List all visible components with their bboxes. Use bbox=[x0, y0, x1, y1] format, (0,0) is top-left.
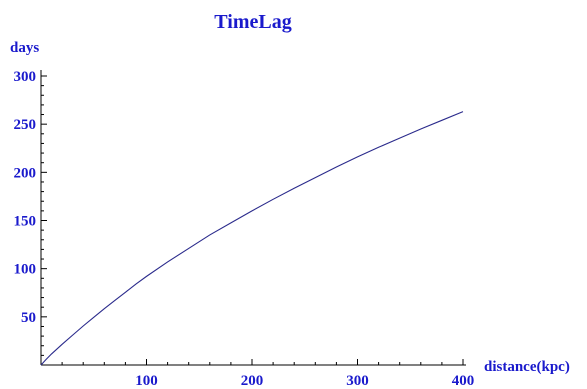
axes bbox=[40, 70, 466, 366]
chart-title: TimeLag bbox=[214, 11, 291, 33]
x-tick-label: 400 bbox=[452, 373, 475, 389]
y-tick-label: 250 bbox=[14, 117, 37, 133]
plot-area bbox=[40, 111, 464, 366]
y-tick-label: 200 bbox=[14, 165, 37, 181]
x-tick-label: 300 bbox=[346, 373, 369, 389]
series-line bbox=[40, 111, 464, 366]
tick-labels: 100 200 300 400 50 100 150 200 250 300 bbox=[14, 69, 475, 389]
y-tick-label: 50 bbox=[21, 310, 36, 326]
ticks bbox=[41, 75, 464, 365]
y-axis-label: days bbox=[10, 40, 39, 56]
x-tick-label: 200 bbox=[241, 373, 264, 389]
x-tick-label: 100 bbox=[135, 373, 158, 389]
y-tick-label: 300 bbox=[14, 69, 37, 85]
y-tick-label: 150 bbox=[14, 214, 37, 230]
y-tick-label: 100 bbox=[14, 262, 37, 278]
x-axis-label: distance(kpc) bbox=[484, 359, 570, 375]
